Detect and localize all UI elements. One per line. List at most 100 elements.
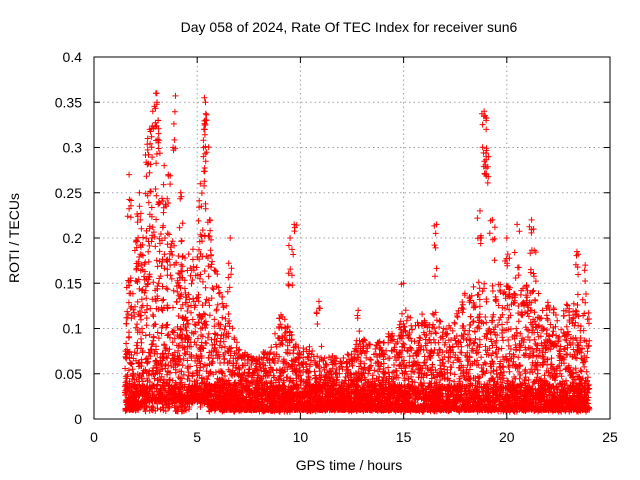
data-point [145,248,152,255]
data-point [153,216,160,223]
data-point [412,361,419,367]
data-point [401,324,408,330]
data-point [164,241,171,248]
data-point [540,354,547,360]
data-point [422,342,429,349]
data-point [505,314,512,321]
data-point [432,339,439,346]
data-point [519,285,526,292]
data-point [558,360,565,367]
data-point [282,337,289,344]
data-point [189,316,196,323]
data-point [134,278,141,285]
data-point [152,357,159,364]
data-point [137,251,144,258]
data-point [257,364,264,371]
data-point [185,363,192,370]
data-point [494,354,501,361]
data-point [364,345,371,352]
data-point [194,272,201,279]
data-point [375,359,381,366]
data-point [155,335,162,342]
data-point [144,359,151,366]
data-point [367,356,373,363]
data-point [175,374,182,381]
data-point [487,336,494,343]
data-point [138,262,145,269]
data-point [193,264,200,271]
data-point [209,285,216,291]
data-point [199,302,206,309]
data-point [164,286,171,293]
data-point [200,278,206,285]
data-point [361,360,368,367]
data-point [483,298,490,305]
data-point [461,290,468,297]
data-point [145,349,152,356]
data-point [198,339,205,346]
data-point [500,375,507,382]
data-point [211,323,218,330]
data-point [429,324,436,331]
data-point [123,320,130,327]
data-point [159,283,166,290]
data-point [308,357,315,364]
data-point [586,320,592,327]
data-point [154,283,161,290]
data-point [471,328,478,335]
data-point [171,355,178,361]
data-point [455,307,462,314]
data-point [167,376,173,383]
data-point [133,244,140,251]
data-point [178,261,185,268]
data-point [510,358,517,365]
data-point [175,253,182,259]
data-point [478,365,485,371]
data-point [180,371,187,378]
data-point [525,376,532,383]
data-point [152,186,159,192]
data-point [390,336,397,343]
data-point [437,377,444,383]
data-point [218,344,225,351]
data-point [453,310,460,317]
data-point [188,280,195,287]
data-point [554,364,561,370]
data-point [180,355,187,362]
data-point [149,296,156,303]
data-point [465,331,471,338]
data-point [556,348,563,355]
data-point [215,290,222,297]
data-point [130,370,137,377]
data-point [178,326,185,333]
data-point [433,317,440,324]
data-point [217,325,223,332]
data-point [513,325,520,332]
data-point [525,334,531,340]
data-point [268,344,275,351]
data-point [481,280,488,287]
data-point [178,305,184,312]
data-point [314,353,321,360]
data-point [190,246,196,253]
data-point [411,358,418,365]
data-point [316,368,323,375]
data-point [191,321,198,328]
data-point [305,356,312,363]
data-point [499,330,505,336]
data-point [161,251,168,258]
data-point [566,319,573,325]
data-point [448,364,455,371]
data-point [143,235,150,242]
data-point [530,287,537,294]
data-point [126,282,133,289]
data-point [214,301,221,308]
data-point [139,286,146,293]
data-point [509,362,516,369]
data-point [191,339,198,346]
data-point [123,355,130,362]
data-point [516,369,523,375]
data-point [398,335,405,342]
data-point [563,377,569,384]
